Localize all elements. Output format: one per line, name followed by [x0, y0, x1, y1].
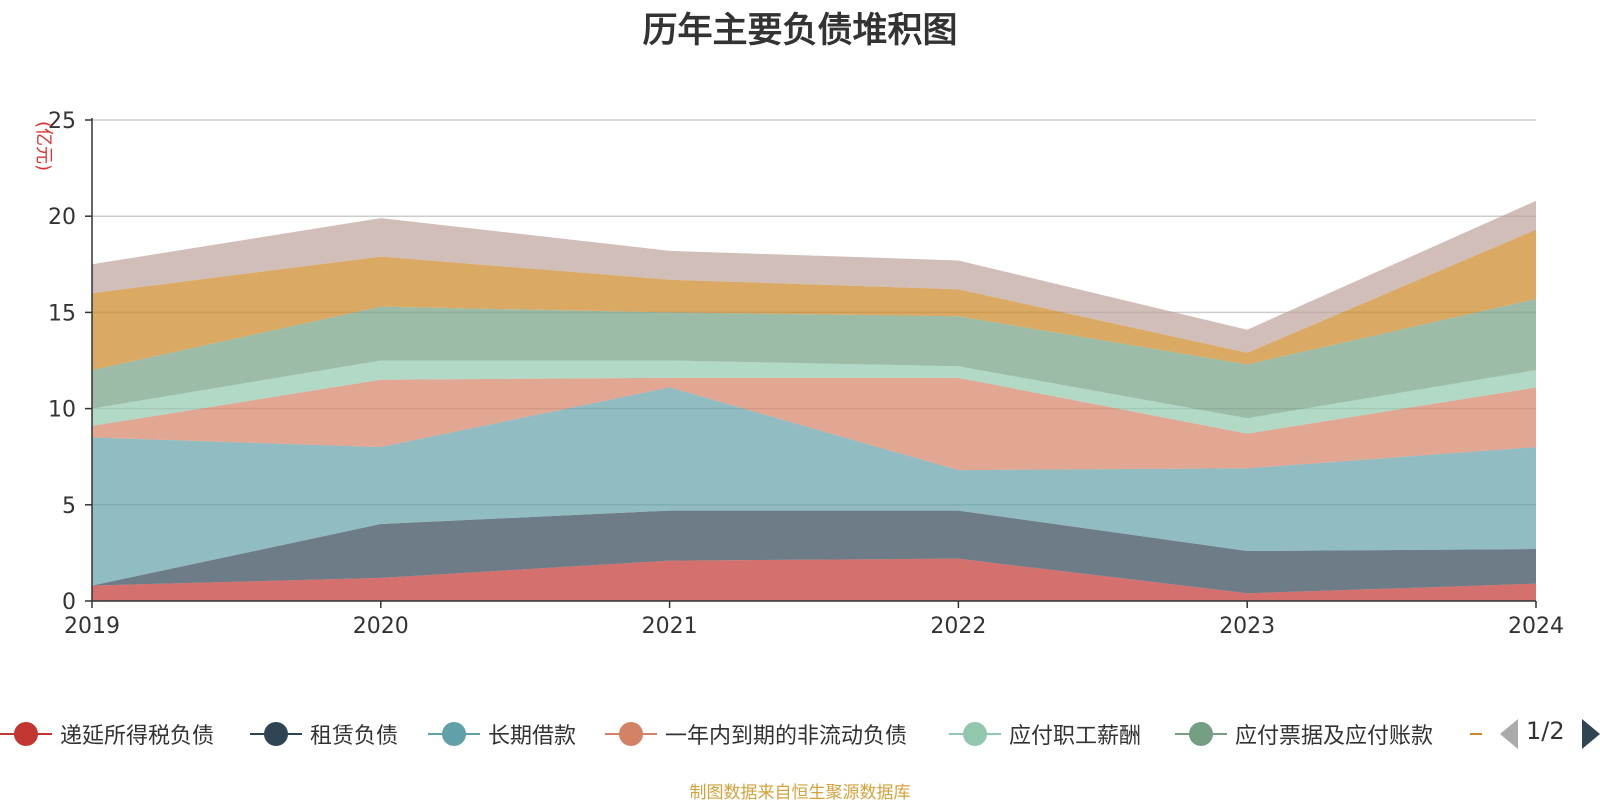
chart-title: 历年主要负债堆积图: [642, 11, 958, 51]
legend-marker-dot: [442, 722, 466, 746]
legend-marker-icon: [0, 716, 52, 752]
y-tick-label: 5: [62, 494, 76, 519]
legend-marker-dot: [963, 722, 987, 746]
legend-marker-icon: [605, 716, 657, 752]
axis-layer: 0 5 10 15 20 25 2019 2020 2021 2022 2023 2024: [48, 109, 1564, 639]
area-series-5: [92, 298, 1536, 419]
legend-marker-icon: [428, 716, 480, 752]
legend-marker-icon: [949, 716, 1001, 752]
x-tick-label: 2022: [930, 614, 986, 639]
y-tick-label: 20: [48, 205, 76, 230]
legend-next-page-icon[interactable]: [1582, 719, 1600, 749]
y-tick-label: 25: [48, 109, 76, 134]
x-tick-label: 2023: [1219, 614, 1275, 639]
legend-prev-page-icon[interactable]: [1500, 719, 1518, 749]
legend-label: 应付职工薪酬: [1009, 724, 1142, 749]
area-series-1: [92, 510, 1536, 594]
legend-label: 应付票据及应付账款: [1235, 724, 1434, 749]
legend-label: 长期借款: [488, 724, 577, 749]
legend-overflow-marker: [1470, 733, 1482, 735]
area-layer: [92, 200, 1536, 601]
legend-item[interactable]: 递延所得税负债: [0, 716, 214, 752]
legend-page-indicator: 1/2: [1526, 717, 1565, 745]
legend-marker-icon: [250, 716, 302, 752]
legend-label: 一年内到期的非流动负债: [665, 724, 908, 749]
legend-item[interactable]: 应付票据及应付账款: [1175, 716, 1433, 752]
area-series-4: [92, 360, 1536, 434]
legend: 递延所得税负债 租赁负债 长期借款 一年内到期的非流动负债 应付职工薪酬 应付票据及应付账…: [0, 716, 1600, 752]
legend-item[interactable]: 应付职工薪酬: [949, 716, 1141, 752]
area-series-2: [92, 387, 1536, 586]
x-tick-label: 2021: [642, 614, 698, 639]
area-series-3: [92, 377, 1536, 471]
legend-marker-dot: [264, 722, 288, 746]
y-tick-label: 0: [62, 590, 76, 615]
legend-item[interactable]: 长期借款: [428, 716, 576, 752]
x-tick-label: 2024: [1508, 614, 1564, 639]
legend-marker-dot: [619, 722, 643, 746]
legend-marker-dot: [14, 722, 38, 746]
area-series-7: [92, 200, 1536, 353]
legend-label: 递延所得税负债: [60, 724, 215, 749]
x-tick-label: 2019: [64, 614, 120, 639]
y-tick-label: 15: [48, 301, 76, 326]
x-tick-label: 2020: [353, 614, 409, 639]
legend-label: 租赁负债: [310, 724, 399, 749]
y-tick-label: 10: [48, 398, 76, 423]
legend-marker-dot: [1189, 722, 1213, 746]
area-series-0: [92, 558, 1536, 601]
area-series-6: [92, 229, 1536, 371]
legend-item[interactable]: 一年内到期的非流动负债: [605, 716, 907, 752]
legend-item[interactable]: 租赁负债: [250, 716, 398, 752]
y-axis-unit-label: (亿元): [33, 121, 54, 171]
source-note: 制图数据来自恒生聚源数据库: [689, 783, 911, 803]
legend-marker-icon: [1175, 716, 1227, 752]
